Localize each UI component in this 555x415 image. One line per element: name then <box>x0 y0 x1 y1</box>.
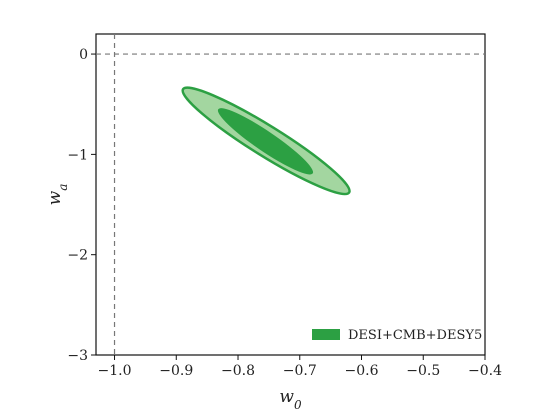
y-tick-label: −3 <box>67 348 88 364</box>
x-axis-label: w0 <box>279 387 302 412</box>
x-tick-label: −0.9 <box>159 363 193 379</box>
y-tick-label: −1 <box>67 147 88 163</box>
legend: DESI+CMB+DESY5 <box>312 328 482 343</box>
contour-68-region <box>217 108 314 175</box>
y-tick-label: −2 <box>67 248 88 264</box>
x-axis-ticks: −1.0 −0.9 −0.8 −0.7 −0.6 −0.5 −0.4 <box>98 355 502 379</box>
x-tick-label: −1.0 <box>98 363 132 379</box>
x-tick-label: −0.6 <box>345 363 379 379</box>
y-axis-ticks: 0 −1 −2 −3 <box>67 47 96 364</box>
legend-swatch <box>312 329 340 340</box>
x-tick-label: −0.4 <box>468 363 502 379</box>
y-tick-label: 0 <box>79 47 88 63</box>
legend-label: DESI+CMB+DESY5 <box>348 328 482 343</box>
contours <box>181 86 351 196</box>
plot-area <box>95 33 486 356</box>
plot-frame <box>95 33 486 356</box>
x-tick-label: −0.8 <box>221 363 255 379</box>
x-tick-label: −0.7 <box>283 363 317 379</box>
reference-lines <box>96 34 485 355</box>
y-axis-label: wa <box>45 184 70 206</box>
x-tick-label: −0.5 <box>406 363 440 379</box>
